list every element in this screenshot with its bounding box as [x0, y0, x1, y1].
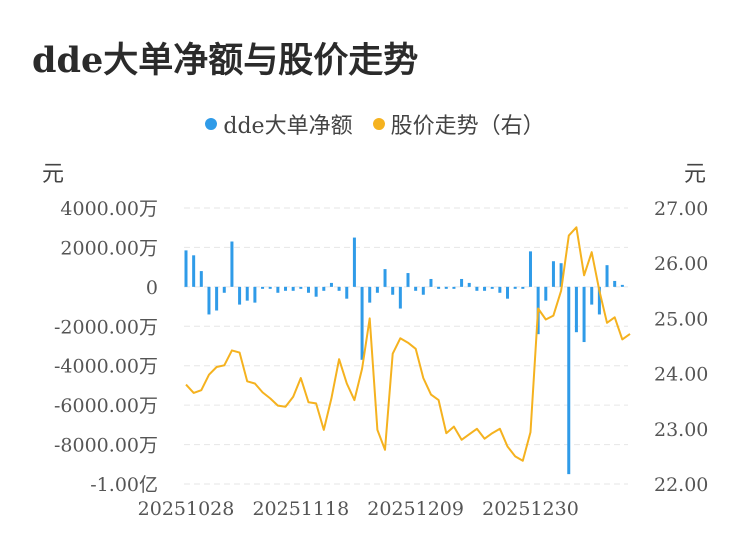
bar-dde [230, 241, 234, 287]
legend-dot-price [372, 118, 385, 130]
bar-dde [184, 250, 188, 287]
bar-dde [597, 286, 601, 315]
bar-dde [506, 286, 510, 299]
bar-dde [444, 286, 448, 289]
y-left-tick-label: -8000.00万 [54, 435, 158, 457]
bar-dde [261, 286, 265, 289]
bar-dde [375, 286, 379, 293]
bar-dde [574, 286, 578, 333]
bar-dde [483, 286, 487, 291]
bar-dde [406, 273, 410, 287]
bar-dde [245, 286, 249, 301]
bar-dde [567, 286, 571, 475]
y-right-tick-label: 22.00 [654, 474, 708, 496]
bar-dde [360, 286, 364, 360]
legend-label-price: 股价走势（右） [390, 114, 545, 139]
chart-title: dde大单净额与股价走势 [32, 40, 419, 81]
bar-dde [490, 286, 494, 289]
bar-dde [291, 286, 295, 291]
bar-dde [329, 282, 333, 287]
bar-dde [467, 282, 471, 287]
y-left-tick-label: 2000.00万 [60, 237, 158, 259]
y-left-tick-label: 0 [146, 277, 158, 299]
bar-dde [513, 286, 517, 289]
bar-dde [222, 286, 226, 293]
x-tick-label: 20251118 [252, 498, 349, 520]
bar-dde [582, 286, 586, 343]
bar-dde [521, 286, 525, 289]
bar-dde [391, 286, 395, 295]
bar-dde [306, 286, 310, 293]
bar-dde [452, 286, 456, 289]
bar-dde [199, 271, 203, 287]
bar-dde [337, 286, 341, 291]
bar-dde [421, 286, 425, 295]
bar-dde [544, 286, 548, 301]
y-left-tick-label: -1.00亿 [90, 474, 158, 496]
legend-label-dde: dde大单净额 [223, 114, 353, 139]
bar-dde [605, 265, 609, 287]
bar-dde [215, 286, 219, 311]
y-right-tick-label: 27.00 [654, 198, 708, 220]
bar-dde [460, 278, 464, 287]
legend-item-dde[interactable]: dde大单净额 [205, 108, 353, 140]
bar-dde [238, 286, 242, 305]
bar-dde [613, 280, 617, 287]
y-left-tick-label: -6000.00万 [54, 395, 158, 417]
bar-dde [299, 286, 303, 289]
y-right-tick-label: 26.00 [654, 253, 708, 275]
x-tick-label: 20251230 [482, 498, 579, 520]
y-right-tick-label: 24.00 [654, 364, 708, 386]
y-right-tick-label: 23.00 [654, 419, 708, 441]
bar-dde [429, 278, 433, 287]
bar-dde [528, 251, 532, 287]
left-axis-unit: 元 [42, 162, 65, 187]
y-left-tick-label: 4000.00万 [60, 198, 158, 220]
bar-dde [551, 261, 555, 287]
bar-dde [368, 286, 372, 303]
bar-dde [475, 286, 479, 291]
bar-dde [559, 263, 563, 287]
bar-dde [620, 284, 624, 287]
y-left-tick-label: -4000.00万 [54, 356, 158, 378]
legend-dot-dde [205, 118, 218, 130]
bar-dde [268, 286, 272, 289]
legend-item-price[interactable]: 股价走势（右） [372, 108, 545, 140]
bar-dde [498, 286, 502, 293]
bar-dde [276, 286, 280, 293]
price-line [185, 226, 631, 462]
bar-dde [322, 286, 326, 291]
bar-dde [437, 286, 441, 289]
chart-legend: dde大单净额 股价走势（右） [0, 108, 750, 140]
y-right-tick-label: 25.00 [654, 308, 708, 330]
bar-dde [207, 286, 211, 315]
y-left-tick-label: -2000.00万 [54, 316, 158, 338]
bar-dde [314, 286, 318, 297]
bar-dde [398, 286, 402, 309]
bar-dde [345, 286, 349, 299]
x-tick-label: 20251209 [367, 498, 464, 520]
bar-dde [383, 269, 387, 287]
bar-dde [414, 286, 418, 291]
bar-dde [352, 237, 356, 287]
bar-dde [253, 286, 257, 303]
x-tick-label: 20251028 [138, 498, 235, 520]
right-axis-unit: 元 [684, 162, 707, 187]
bar-dde [192, 255, 196, 287]
bar-dde [284, 286, 288, 291]
bar-dde [590, 286, 594, 305]
